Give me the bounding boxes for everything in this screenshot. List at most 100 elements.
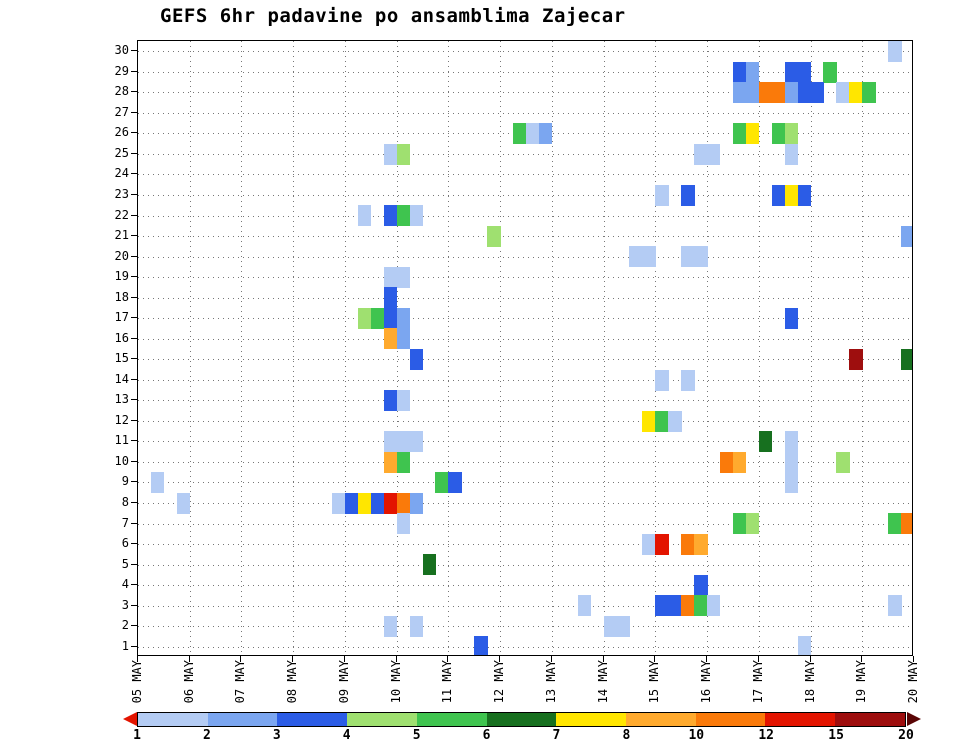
- y-tick-mark: [131, 522, 137, 524]
- precip-cell: [396, 266, 411, 288]
- gridline-horizontal: [138, 605, 912, 607]
- y-tick-mark: [131, 358, 137, 360]
- y-tick-mark: [131, 378, 137, 380]
- y-tick-label: 29: [114, 63, 129, 78]
- colorbar-segment: [416, 713, 487, 726]
- x-tick-mark: [757, 656, 759, 662]
- precip-cell: [720, 451, 734, 473]
- x-tick-mark: [395, 656, 397, 662]
- precip-cell: [732, 82, 747, 104]
- y-tick-mark: [131, 194, 137, 195]
- gridline-horizontal: [138, 379, 912, 381]
- gridline-horizontal: [138, 215, 912, 217]
- colorbar-tick-label: 2: [202, 728, 211, 743]
- precip-cell: [694, 595, 708, 617]
- precip-cell: [396, 513, 411, 535]
- y-tick-label: 5: [121, 556, 129, 571]
- precip-cell: [668, 410, 682, 432]
- precip-cell: [771, 123, 786, 145]
- y-tick-mark: [131, 235, 137, 237]
- precip-cell: [396, 390, 411, 412]
- precip-cell: [784, 451, 799, 473]
- y-tick-mark: [131, 111, 137, 113]
- precip-cell: [383, 143, 398, 165]
- x-tick-label: 14 MAY: [595, 660, 610, 704]
- precip-cell: [707, 143, 721, 165]
- precip-cell: [771, 82, 786, 104]
- x-tick-label: 13 MAY: [543, 660, 558, 704]
- precip-cell: [771, 184, 786, 206]
- gridline-horizontal: [138, 195, 912, 196]
- precip-cell: [681, 595, 695, 617]
- x-tick-label: 05 MAY: [130, 660, 144, 704]
- y-tick-label: 26: [114, 125, 129, 140]
- gridline-vertical: [448, 41, 450, 655]
- precip-cell: [538, 123, 553, 145]
- y-tick-mark: [131, 214, 137, 216]
- precip-cell: [901, 349, 912, 371]
- y-tick-mark: [131, 563, 137, 565]
- precip-cell: [383, 615, 398, 637]
- precip-cell: [383, 328, 398, 350]
- precip-cell: [707, 595, 721, 617]
- precip-cell: [383, 431, 398, 453]
- y-tick-label: 15: [114, 351, 129, 366]
- y-tick-mark: [131, 399, 137, 401]
- gridline-vertical: [500, 41, 502, 655]
- gridline-vertical: [603, 41, 605, 655]
- precip-cell: [629, 246, 643, 268]
- precip-cell: [383, 390, 398, 412]
- y-tick-label: 20: [114, 248, 129, 263]
- colorbar-tick-label: 8: [622, 728, 631, 743]
- precip-cell: [758, 82, 773, 104]
- y-tick-mark: [131, 584, 137, 586]
- x-tick-label: 19 MAY: [854, 660, 869, 704]
- gridline-vertical: [655, 41, 657, 655]
- y-tick-mark: [131, 645, 137, 647]
- y-tick-mark: [131, 255, 137, 257]
- y-tick-mark: [131, 317, 137, 319]
- precip-cell: [396, 451, 411, 473]
- y-tick-mark: [131, 543, 137, 545]
- gridline-horizontal: [138, 544, 912, 546]
- precip-cell: [888, 41, 902, 63]
- precip-cell: [383, 492, 398, 514]
- gridline-horizontal: [138, 318, 912, 320]
- x-tick-label: 10 MAY: [388, 660, 403, 704]
- y-tick-mark: [131, 152, 137, 154]
- y-tick-mark: [131, 132, 137, 134]
- precip-cell: [797, 82, 812, 104]
- gridline-horizontal: [138, 523, 912, 525]
- y-tick-label: 14: [114, 371, 129, 386]
- precip-cell: [849, 349, 863, 371]
- precip-cell: [396, 307, 411, 329]
- gridline-horizontal: [138, 174, 912, 176]
- colorbar-right-arrow-icon: [907, 712, 921, 726]
- gridline-vertical: [344, 41, 346, 655]
- gridline-vertical: [241, 41, 243, 655]
- colorbar-left-arrow-icon: [123, 712, 137, 726]
- plot-area: [137, 40, 913, 656]
- precip-cell: [448, 472, 462, 494]
- colorbar-segment: [138, 713, 208, 726]
- precip-cell: [823, 61, 837, 83]
- gridline-horizontal: [138, 646, 912, 648]
- precip-cell: [655, 369, 669, 391]
- precip-cell: [487, 225, 501, 247]
- precip-cell: [745, 61, 760, 83]
- colorbar-segment: [556, 713, 627, 726]
- precip-cell: [745, 82, 760, 104]
- x-tick-mark: [447, 656, 449, 662]
- precip-cell: [745, 123, 760, 145]
- precip-cell: [732, 513, 747, 535]
- precip-cell: [577, 595, 592, 617]
- precip-cell: [784, 123, 799, 145]
- gridline-horizontal: [138, 400, 912, 402]
- precip-cell: [176, 492, 191, 514]
- gridline-horizontal: [138, 626, 912, 628]
- precip-cell: [888, 513, 902, 535]
- precip-cell: [526, 123, 540, 145]
- precip-cell: [150, 472, 165, 494]
- colorbar-tick-label: 3: [272, 728, 281, 743]
